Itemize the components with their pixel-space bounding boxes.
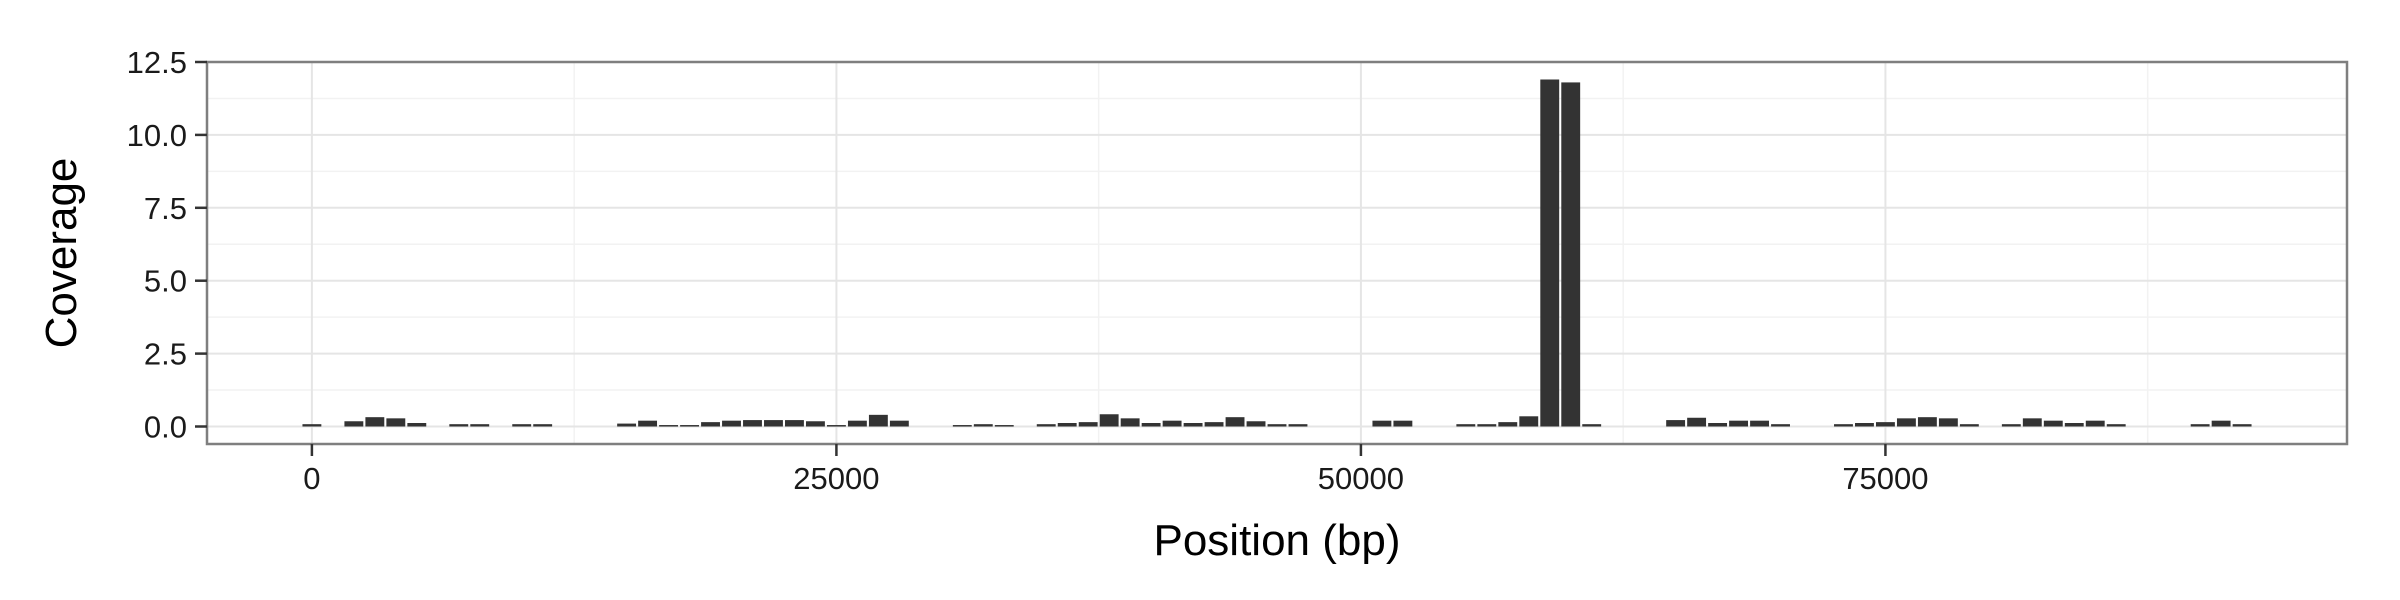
coverage-bar <box>302 424 322 427</box>
y-tick-label: 12.5 <box>127 45 187 80</box>
coverage-bar <box>785 420 804 427</box>
coverage-bar <box>1875 422 1895 427</box>
coverage-bar <box>2022 418 2042 427</box>
panel-border <box>205 60 2349 446</box>
coverage-bar <box>1183 423 1203 427</box>
coverage-bar <box>638 420 658 427</box>
coverage-bar <box>722 420 741 427</box>
coverage-bar <box>1225 417 1245 427</box>
coverage-bar <box>533 424 553 427</box>
coverage-bar <box>2001 424 2021 427</box>
coverage-bar <box>2085 420 2105 427</box>
coverage-bar <box>1938 418 1958 427</box>
coverage-bar <box>1036 424 1056 427</box>
coverage-bar <box>1288 424 1308 427</box>
coverage-bar <box>889 420 909 427</box>
coverage-bar <box>1561 82 1581 427</box>
coverage-bar <box>952 425 972 427</box>
bars <box>302 79 2252 427</box>
coverage-bar <box>1120 418 1140 427</box>
coverage-bar <box>1917 417 1937 427</box>
coverage-bar <box>1078 422 1098 427</box>
coverage-bar <box>1162 420 1182 427</box>
coverage-bar <box>743 420 762 427</box>
coverage-bar <box>1477 424 1497 427</box>
coverage-bar <box>1855 423 1874 427</box>
coverage-bar <box>847 420 867 427</box>
y-tick-label: 0.0 <box>144 410 187 445</box>
coverage-bar <box>1498 422 1518 427</box>
coverage-bar <box>994 425 1014 427</box>
coverage-bar <box>1582 424 1602 427</box>
x-axis: 0 25000 50000 75000 <box>303 444 1929 496</box>
coverage-bar <box>470 424 490 427</box>
coverage-bar <box>449 424 469 427</box>
coverage-bar <box>764 420 783 427</box>
coverage-bar <box>1057 423 1077 427</box>
coverage-bar <box>1771 424 1790 427</box>
coverage-bar <box>344 421 364 427</box>
coverage-bar <box>1896 418 1916 427</box>
coverage-bar <box>1519 416 1539 427</box>
coverage-bar <box>1750 420 1769 427</box>
coverage-bar <box>1267 424 1287 427</box>
coverage-bar <box>2211 420 2231 427</box>
y-tick-label: 5.0 <box>144 264 187 299</box>
coverage-bar <box>868 414 888 427</box>
coverage-bar <box>1708 423 1728 427</box>
coverage-bar <box>1456 424 1476 427</box>
coverage-bar <box>659 425 679 427</box>
y-tick-label: 10.0 <box>127 118 187 153</box>
coverage-bar <box>1666 420 1686 427</box>
coverage-bar <box>1099 414 1119 427</box>
y-tick-label: 7.5 <box>144 191 187 226</box>
coverage-bar <box>2190 424 2210 427</box>
coverage-bar <box>680 425 699 427</box>
coverage-bar <box>1372 420 1392 427</box>
x-axis-title: Position (bp) <box>1153 516 1400 565</box>
x-tick-label: 25000 <box>793 461 879 496</box>
grid-lines <box>207 61 2347 444</box>
x-tick-label: 0 <box>303 461 320 496</box>
coverage-bar <box>1959 424 1979 427</box>
coverage-bar <box>826 425 846 427</box>
x-tick-label: 75000 <box>1842 461 1928 496</box>
coverage-bar <box>1687 417 1707 427</box>
coverage-bar <box>1204 422 1224 427</box>
coverage-bar <box>1540 79 1560 427</box>
coverage-bar <box>2064 423 2084 427</box>
coverage-bar <box>805 421 825 427</box>
coverage-bar <box>973 424 993 427</box>
coverage-bar <box>365 417 385 427</box>
panel-background <box>207 62 2347 444</box>
coverage-bar <box>1834 424 1853 427</box>
coverage-bar <box>701 422 720 427</box>
x-tick-label: 50000 <box>1318 461 1404 496</box>
coverage-bar <box>2232 424 2252 427</box>
coverage-bar <box>1141 423 1161 427</box>
coverage-bar <box>1246 421 1266 427</box>
y-axis-title: Coverage <box>37 158 86 349</box>
coverage-bar <box>512 424 532 427</box>
coverage-bar <box>2043 420 2063 427</box>
coverage-bar <box>407 423 427 427</box>
coverage-bar <box>617 423 637 427</box>
y-tick-label: 2.5 <box>144 337 187 372</box>
coverage-bar <box>1393 420 1413 427</box>
y-axis: 0.0 2.5 5.0 7.5 10.0 12.5 <box>127 45 207 445</box>
coverage-bar <box>386 418 406 427</box>
coverage-bar <box>1729 420 1749 427</box>
coverage-bar <box>2106 424 2126 427</box>
